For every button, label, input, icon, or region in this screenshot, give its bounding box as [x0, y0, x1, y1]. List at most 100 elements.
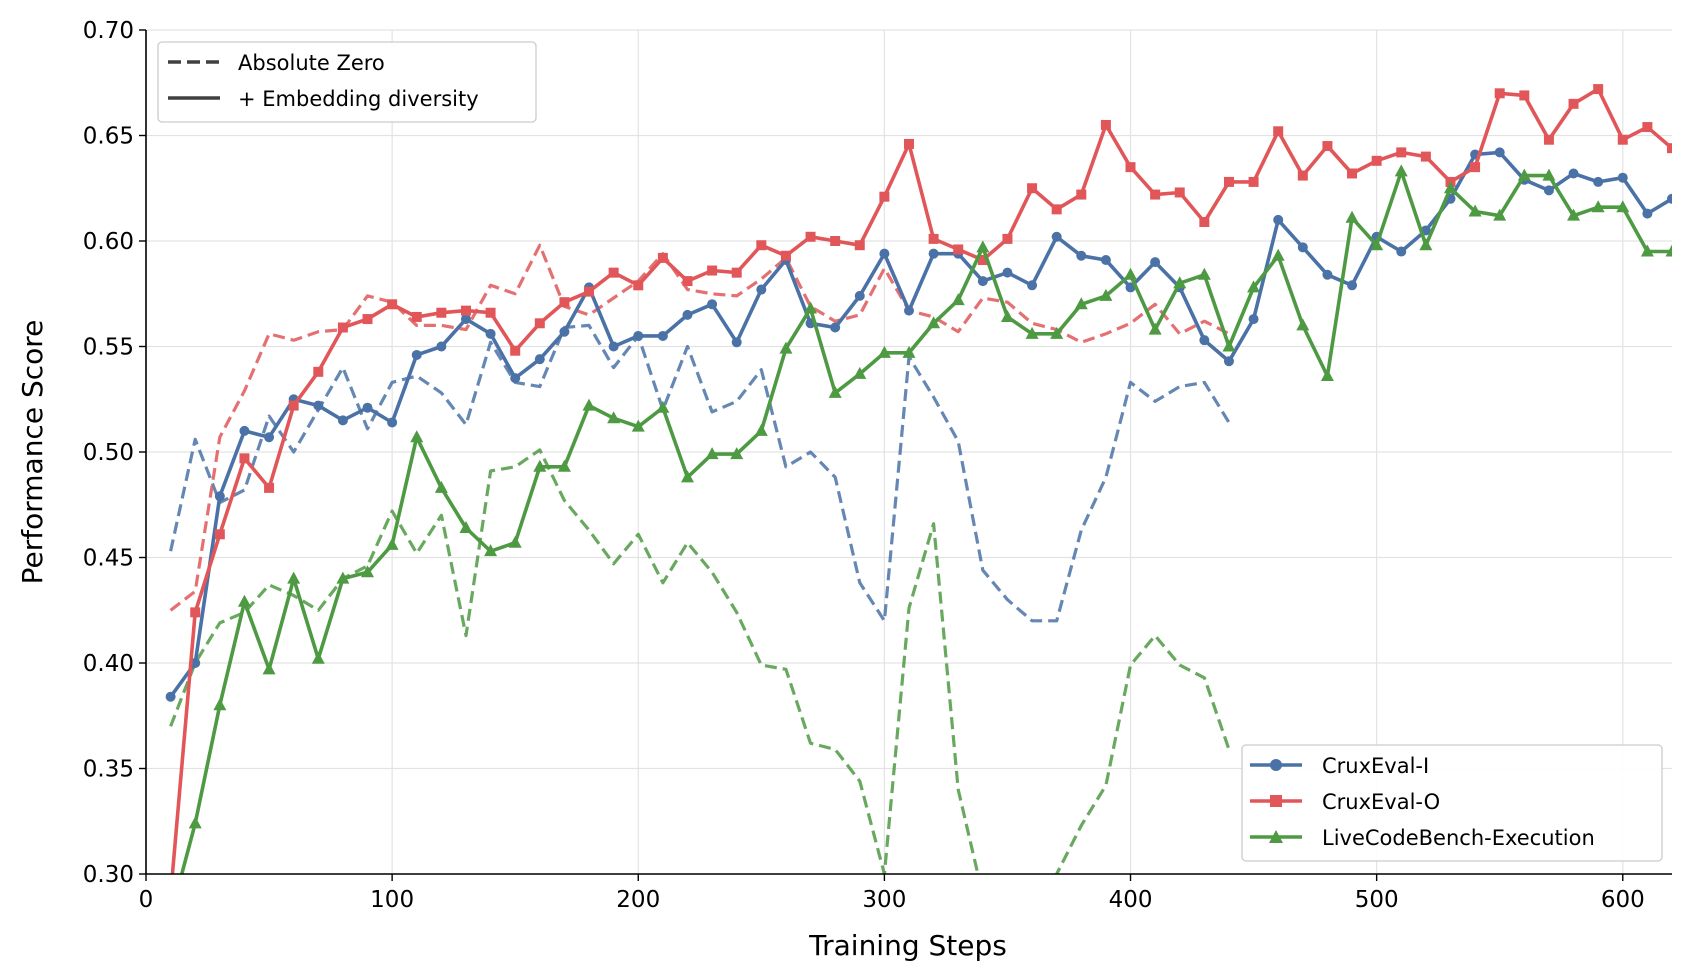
- point-cruxeval-o: [1051, 204, 1062, 215]
- point-cruxeval-i: [879, 248, 890, 259]
- point-cruxeval-i: [1617, 172, 1628, 183]
- y-tick-label: 0.60: [83, 229, 134, 255]
- x-axis-title: Training Steps: [808, 929, 1007, 962]
- point-livecodebench-execution: [287, 571, 301, 584]
- x-tick-label: 100: [370, 887, 414, 913]
- point-cruxeval-o: [1519, 90, 1530, 101]
- point-cruxeval-i: [1076, 250, 1087, 261]
- style-legend-box: [157, 41, 537, 123]
- point-livecodebench-execution: [508, 535, 522, 548]
- point-cruxeval-o: [928, 233, 939, 244]
- point-livecodebench-execution: [1665, 244, 1672, 257]
- point-cruxeval-o: [756, 240, 767, 251]
- point-cruxeval-o: [1667, 143, 1672, 154]
- point-cruxeval-o: [362, 314, 373, 325]
- point-livecodebench-execution: [188, 816, 202, 829]
- point-cruxeval-i: [165, 691, 176, 702]
- point-cruxeval-o: [1642, 122, 1653, 133]
- x-tick-label: 400: [1109, 887, 1153, 913]
- point-livecodebench-execution: [1099, 288, 1113, 301]
- y-tick-label: 0.35: [83, 757, 134, 783]
- point-cruxeval-o: [977, 254, 988, 265]
- legend-label-absolute-zero: Absolute Zero: [238, 51, 385, 75]
- point-cruxeval-o: [166, 890, 176, 900]
- point-cruxeval-i: [411, 349, 422, 360]
- point-cruxeval-o: [780, 250, 791, 261]
- y-tick-label: 0.40: [83, 651, 134, 677]
- style-legend: Absolute Zero + Embedding diversity: [157, 41, 537, 123]
- point-cruxeval-i: [928, 248, 939, 259]
- point-cruxeval-i: [830, 322, 841, 333]
- point-livecodebench-execution: [1000, 309, 1014, 322]
- point-cruxeval-o: [1150, 189, 1161, 200]
- y-tick-label: 0.45: [83, 546, 134, 572]
- point-cruxeval-o: [411, 311, 422, 322]
- point-livecodebench-execution: [262, 662, 276, 675]
- point-livecodebench-execution: [927, 316, 941, 329]
- point-cruxeval-o: [1199, 217, 1210, 228]
- point-cruxeval-o: [239, 453, 250, 464]
- point-livecodebench-execution: [385, 537, 399, 550]
- point-livecodebench-execution: [434, 480, 448, 493]
- ticks: 0 100 200 300 400 500 600 0.30 0.35 0.40 0.45 0.50 0…: [83, 18, 1645, 913]
- legend-label-embedding-diversity: + Embedding diversity: [238, 87, 479, 111]
- point-cruxeval-i: [1027, 280, 1038, 291]
- point-cruxeval-o: [1494, 88, 1505, 99]
- series-line-cruxeval-o-absolute-zero: [169, 243, 1230, 612]
- point-livecodebench-execution: [680, 470, 694, 483]
- point-livecodebench-execution: [951, 293, 965, 306]
- series-layer: [165, 84, 1672, 900]
- point-cruxeval-o: [387, 299, 398, 310]
- point-livecodebench-execution: [582, 398, 596, 411]
- point-cruxeval-o: [608, 267, 619, 278]
- point-livecodebench-execution: [1124, 267, 1138, 280]
- point-livecodebench-execution: [1468, 204, 1482, 217]
- point-cruxeval-o: [288, 400, 299, 411]
- point-cruxeval-i: [1494, 147, 1505, 158]
- point-cruxeval-o: [460, 305, 471, 316]
- point-cruxeval-i: [608, 341, 619, 352]
- point-livecodebench-execution: [1320, 369, 1334, 382]
- point-cruxeval-o: [214, 529, 225, 540]
- point-cruxeval-i: [559, 326, 570, 337]
- point-cruxeval-o: [1100, 119, 1111, 130]
- point-cruxeval-o: [510, 345, 521, 356]
- point-cruxeval-o: [1543, 134, 1554, 145]
- x-tick-label: 500: [1355, 887, 1399, 913]
- point-cruxeval-o: [1223, 176, 1234, 187]
- point-cruxeval-o: [1248, 176, 1259, 187]
- y-tick-label: 0.30: [83, 862, 134, 888]
- point-livecodebench-execution: [804, 301, 818, 314]
- point-livecodebench-execution: [853, 366, 867, 379]
- y-axis-title: Performance Score: [16, 320, 49, 585]
- point-cruxeval-o: [854, 240, 865, 251]
- point-cruxeval-i: [239, 425, 250, 436]
- point-cruxeval-i: [436, 341, 447, 352]
- point-cruxeval-o: [904, 138, 914, 149]
- point-livecodebench-execution: [1025, 326, 1039, 339]
- point-livecodebench-execution: [1394, 164, 1408, 177]
- point-livecodebench-execution: [1616, 200, 1630, 213]
- point-livecodebench-execution: [1050, 326, 1064, 339]
- point-cruxeval-o: [436, 307, 447, 318]
- point-livecodebench-execution: [1567, 208, 1581, 221]
- point-livecodebench-execution: [754, 423, 768, 436]
- point-cruxeval-i: [485, 328, 496, 339]
- point-cruxeval-i: [313, 400, 324, 411]
- point-cruxeval-i: [1150, 257, 1161, 268]
- legend-livecodebench-marker-icon: [1269, 830, 1283, 843]
- point-livecodebench-execution: [656, 400, 670, 413]
- point-livecodebench-execution: [533, 459, 547, 472]
- point-cruxeval-i: [731, 337, 742, 348]
- y-tick-label: 0.70: [83, 18, 134, 44]
- point-cruxeval-o: [1568, 98, 1579, 109]
- point-livecodebench-execution: [1148, 322, 1162, 335]
- point-cruxeval-o: [1273, 126, 1284, 137]
- point-livecodebench-execution: [459, 520, 473, 533]
- point-cruxeval-o: [1174, 187, 1185, 198]
- point-livecodebench-execution: [1074, 297, 1088, 310]
- series-line-livecodebench-execution-absolute-zero: [169, 448, 1231, 874]
- point-cruxeval-o: [534, 318, 545, 329]
- point-cruxeval-i: [854, 290, 865, 301]
- point-cruxeval-o: [1027, 183, 1038, 194]
